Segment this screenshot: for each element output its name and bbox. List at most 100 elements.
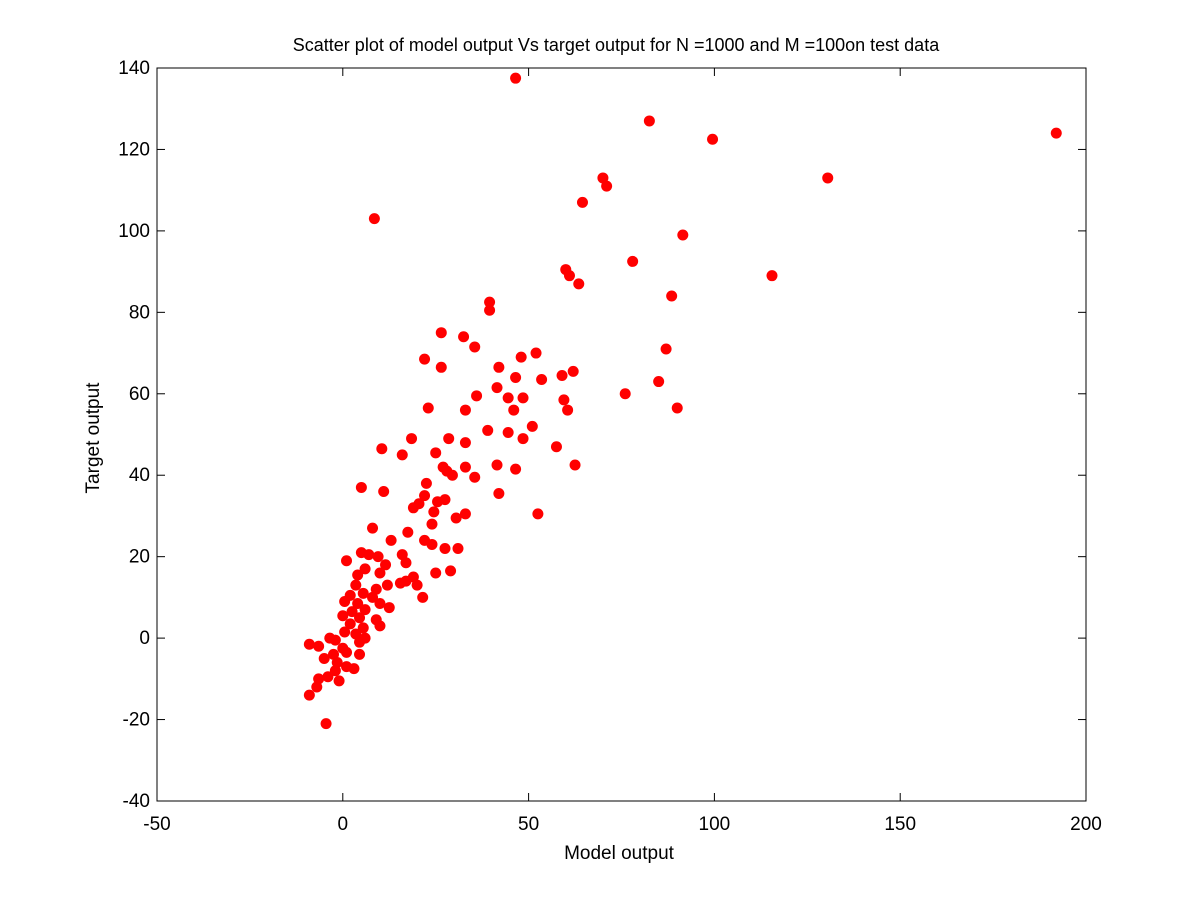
ticks-layer: -50 0 50 100 150 200 -40 -20 0 20 40 60 80 100 120 140: [118, 58, 1102, 835]
data-point: [459, 404, 471, 416]
data-point: [822, 172, 834, 184]
plot-area: [156, 67, 1087, 802]
y-tick-label: 140: [118, 58, 150, 79]
data-point: [339, 595, 351, 607]
x-axis-label: Model output: [564, 843, 675, 864]
data-point: [341, 646, 353, 658]
data-point: [368, 213, 380, 225]
data-point: [422, 402, 434, 414]
data-point: [380, 559, 392, 571]
data-point: [482, 424, 494, 436]
data-point: [367, 591, 379, 603]
data-point: [396, 449, 408, 461]
x-tick-label: 0: [338, 814, 349, 835]
y-tick-label: 80: [129, 302, 150, 323]
data-point: [333, 675, 345, 687]
data-point: [452, 543, 464, 555]
data-point: [303, 638, 315, 650]
data-point: [344, 618, 356, 630]
data-point: [313, 640, 325, 652]
data-point: [374, 620, 386, 632]
data-point: [432, 496, 444, 508]
data-point: [443, 433, 455, 445]
data-point: [627, 255, 639, 267]
y-tick-label: 60: [129, 384, 150, 405]
x-tick-label: 50: [518, 814, 539, 835]
data-point: [471, 390, 483, 402]
data-point: [493, 361, 505, 373]
data-point: [1050, 127, 1062, 139]
data-point: [550, 441, 562, 453]
data-point: [558, 394, 570, 406]
data-point: [367, 522, 379, 534]
data-point: [411, 579, 423, 591]
data-point: [643, 115, 655, 127]
x-tick-label: -50: [143, 814, 170, 835]
data-point: [660, 343, 672, 355]
data-point: [510, 72, 522, 84]
data-point: [385, 534, 397, 546]
y-tick-label: 120: [118, 139, 150, 160]
data-point: [348, 663, 360, 675]
data-point: [536, 374, 548, 386]
data-point: [469, 341, 481, 353]
data-point: [576, 196, 588, 208]
chart-title: Scatter plot of model output Vs target o…: [293, 35, 940, 55]
y-tick-label: 100: [118, 221, 150, 242]
data-point: [439, 543, 451, 555]
data-point: [532, 508, 544, 520]
data-point: [311, 681, 323, 693]
y-tick-label: 0: [139, 628, 150, 649]
data-point: [435, 361, 447, 373]
data-point: [484, 296, 496, 308]
data-point: [378, 486, 390, 498]
data-point: [653, 376, 665, 388]
data-point: [402, 526, 414, 538]
data-point: [491, 382, 503, 394]
data-point: [445, 565, 457, 577]
data-point: [556, 369, 568, 381]
data-point: [329, 665, 341, 677]
data-point: [563, 270, 575, 282]
data-point: [350, 579, 362, 591]
data-point: [303, 689, 315, 701]
data-point: [346, 606, 358, 618]
data-point: [446, 469, 458, 481]
data-point: [354, 612, 366, 624]
data-point: [374, 567, 386, 579]
data-point: [381, 579, 393, 591]
data-point: [357, 587, 369, 599]
data-point: [419, 490, 431, 502]
data-point: [407, 502, 419, 514]
data-point: [376, 443, 388, 455]
data-point: [428, 506, 440, 518]
data-point: [567, 365, 579, 377]
data-point: [569, 459, 581, 471]
data-point: [619, 388, 631, 400]
data-point: [510, 463, 522, 475]
data-point: [322, 671, 334, 683]
x-tick-label: 150: [884, 814, 916, 835]
x-tick-label: 100: [699, 814, 731, 835]
data-point: [406, 433, 418, 445]
data-point: [337, 610, 349, 622]
data-point: [458, 331, 470, 343]
x-tick-label: 200: [1070, 814, 1102, 835]
data-point: [450, 512, 462, 524]
data-point: [355, 547, 367, 559]
data-point: [354, 636, 366, 648]
data-point: [677, 229, 689, 241]
data-point: [359, 604, 371, 616]
data-point: [359, 563, 371, 575]
data-point: [459, 461, 471, 473]
data-point: [354, 648, 366, 660]
data-point: [426, 518, 438, 530]
data-point: [341, 555, 353, 567]
data-point: [459, 437, 471, 449]
data-point: [394, 577, 406, 589]
data-point: [562, 404, 574, 416]
y-tick-label: 20: [129, 547, 150, 568]
data-point: [502, 426, 514, 438]
data-point: [484, 304, 496, 316]
